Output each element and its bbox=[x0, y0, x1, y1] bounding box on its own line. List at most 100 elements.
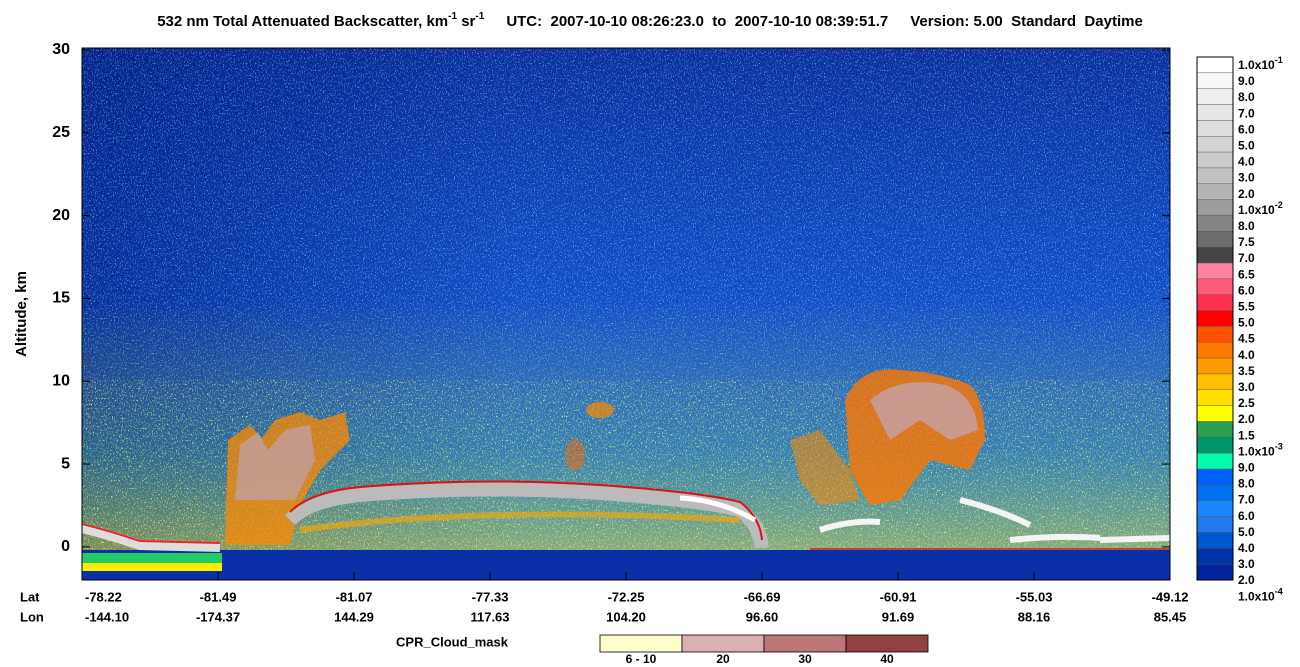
title-exp: -1 bbox=[448, 11, 457, 22]
colorbar-bin bbox=[1196, 342, 1234, 359]
colorbar-bin bbox=[1196, 183, 1234, 200]
x-tick-label: -81.49 bbox=[200, 589, 237, 604]
colorbar-label: 5.5 bbox=[1238, 300, 1255, 314]
colorbar-bin bbox=[1196, 500, 1234, 517]
low-cloud bbox=[819, 497, 1170, 543]
colorbar-label: 2.0 bbox=[1238, 412, 1255, 426]
colorbar-label: 9.0 bbox=[1238, 461, 1255, 475]
colorbar-label-text: 7.5 bbox=[1238, 235, 1255, 249]
colorbar-label: 6.0 bbox=[1238, 284, 1255, 298]
colorbar-bin bbox=[1196, 151, 1234, 169]
colorbar-bin bbox=[1196, 262, 1234, 280]
y-tick-label: 0 bbox=[61, 538, 70, 555]
colorbar-label: 7.5 bbox=[1238, 235, 1255, 249]
colorbar-label-text: 7.0 bbox=[1238, 251, 1255, 265]
colorbar-bin bbox=[1196, 136, 1234, 153]
colorbar-label-text: 6.0 bbox=[1238, 509, 1255, 523]
colorbar-label-text: 4.0 bbox=[1238, 348, 1255, 362]
colorbar-label-exp: -1 bbox=[1275, 55, 1283, 65]
x-tick-label: -49.12 bbox=[1152, 589, 1189, 604]
colorbar-bin bbox=[1196, 548, 1234, 565]
colorbar-bin bbox=[1196, 215, 1234, 232]
cloud bbox=[565, 439, 585, 471]
surface-return bbox=[82, 523, 221, 552]
x-tick-label: 96.60 bbox=[746, 609, 779, 624]
x-tick-label: -81.07 bbox=[336, 589, 373, 604]
colorbar-bin bbox=[1196, 120, 1234, 137]
colorbar-label-text: 4.5 bbox=[1238, 332, 1255, 346]
cpr-legend-swatch bbox=[599, 634, 683, 653]
colorbar-bin bbox=[1196, 453, 1234, 470]
colorbar-label: 4.0 bbox=[1238, 348, 1255, 362]
y-tick-label: 30 bbox=[52, 41, 70, 58]
colorbar-label-text: 4.0 bbox=[1238, 541, 1255, 555]
colorbar-bin bbox=[1196, 167, 1234, 184]
x-tick-label: -60.91 bbox=[880, 589, 917, 604]
y-tick-label: 20 bbox=[52, 207, 70, 224]
colorbar-label: 5.0 bbox=[1238, 316, 1255, 330]
colorbar-bin bbox=[1196, 405, 1234, 422]
cloud bbox=[235, 425, 315, 500]
colorbar-bin bbox=[1196, 326, 1234, 343]
colorbar-label: 2.0 bbox=[1238, 187, 1255, 201]
colorbar-label-text: 2.0 bbox=[1238, 573, 1255, 587]
colorbar-label-text: 2.0 bbox=[1238, 187, 1255, 201]
colorbar-bin bbox=[1196, 484, 1234, 501]
colorbar-label: 7.0 bbox=[1238, 251, 1255, 265]
x-tick-label: 85.45 bbox=[1154, 609, 1187, 624]
colorbar-label-text: 3.0 bbox=[1238, 557, 1255, 571]
colorbar-label: 3.5 bbox=[1238, 364, 1255, 378]
colorbar-bin bbox=[1196, 104, 1234, 121]
colorbar-label: 1.5 bbox=[1238, 428, 1255, 442]
surface-left bbox=[82, 563, 222, 571]
colorbar-bin bbox=[1196, 389, 1234, 406]
colorbar-label-text: 3.0 bbox=[1238, 380, 1255, 394]
version: Version: 5.00 Standard Daytime bbox=[910, 13, 1143, 30]
colorbar-label: 3.0 bbox=[1238, 171, 1255, 185]
colorbar-label-text: 6.0 bbox=[1238, 123, 1255, 137]
colorbar-label-text: 8.0 bbox=[1238, 219, 1255, 233]
low-cloud bbox=[679, 495, 757, 523]
colorbar-bin bbox=[1196, 294, 1234, 311]
colorbar-label-text: 7.0 bbox=[1238, 493, 1255, 507]
x-tick-label: -144.10 bbox=[85, 609, 129, 624]
colorbar-label-text: 4.0 bbox=[1238, 155, 1255, 169]
x-tick-label: -55.03 bbox=[1016, 589, 1053, 604]
colorbar-label: 7.0 bbox=[1238, 106, 1255, 120]
colorbar-label: 5.0 bbox=[1238, 139, 1255, 153]
colorbar-bin bbox=[1196, 421, 1234, 438]
colorbar-label-exp: -2 bbox=[1275, 200, 1283, 210]
x-tick-label: -66.69 bbox=[744, 589, 781, 604]
colorbar-bin bbox=[1196, 246, 1234, 264]
title-unit: sr bbox=[457, 13, 476, 30]
colorbar-bin bbox=[1196, 532, 1234, 549]
colorbar-label: 4.0 bbox=[1238, 155, 1255, 169]
x-tick-label: -174.37 bbox=[196, 609, 240, 624]
colorbar-bin bbox=[1196, 88, 1234, 105]
colorbar-label-text: 7.0 bbox=[1238, 106, 1255, 120]
colorbar-bin bbox=[1196, 357, 1234, 375]
colorbar-label-text: 3.0 bbox=[1238, 171, 1255, 185]
colorbar-bin bbox=[1196, 563, 1234, 581]
colorbar-label: 8.0 bbox=[1238, 90, 1255, 104]
colorbar-label: 2.5 bbox=[1238, 396, 1255, 410]
cpr-legend-item: 30 bbox=[798, 652, 812, 666]
colorbar-label: 6.5 bbox=[1238, 267, 1255, 281]
x-tick-label: -72.25 bbox=[608, 589, 645, 604]
colorbar-label: 8.0 bbox=[1238, 477, 1255, 491]
colorbar-label-text: 2.0 bbox=[1238, 412, 1255, 426]
colorbar-bin bbox=[1196, 56, 1234, 74]
y-axis-label: Altitude, km bbox=[13, 271, 30, 357]
x-tick-label: 88.16 bbox=[1018, 609, 1051, 624]
colorbar-label: 7.0 bbox=[1238, 493, 1255, 507]
colorbar-bin bbox=[1196, 373, 1234, 391]
colorbar-label-text: 6.0 bbox=[1238, 284, 1255, 298]
colorbar-label: 8.0 bbox=[1238, 219, 1255, 233]
colorbar-label-text: 9.0 bbox=[1238, 74, 1255, 88]
chart-title: 532 nm Total Attenuated Backscatter, km-… bbox=[157, 11, 1143, 30]
x-row-label: Lat bbox=[20, 589, 40, 604]
y-tick-label: 10 bbox=[52, 372, 70, 389]
colorbar-bin bbox=[1196, 231, 1234, 248]
colorbar-label-text: 2.5 bbox=[1238, 396, 1255, 410]
title-exp: -1 bbox=[475, 11, 484, 22]
